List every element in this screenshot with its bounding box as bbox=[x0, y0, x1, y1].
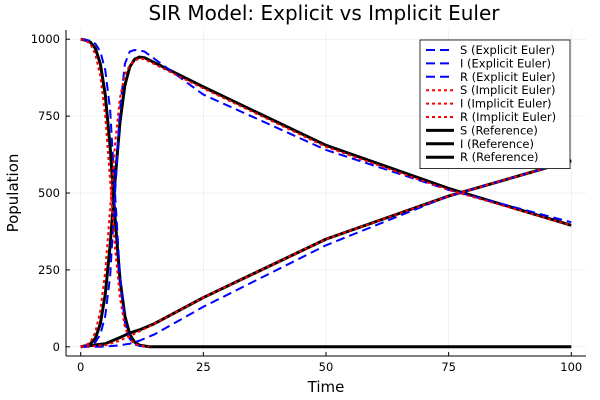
x-tick-label: 0 bbox=[77, 360, 84, 374]
y-tick-label: 750 bbox=[38, 109, 60, 123]
chart-title: SIR Model: Explicit vs Implicit Euler bbox=[149, 1, 501, 25]
series-line-i-reference bbox=[80, 55, 572, 349]
series-line-s-explicit-euler bbox=[80, 38, 150, 348]
legend-label: S (Implicit Euler) bbox=[460, 83, 555, 97]
y-tick-label: 250 bbox=[38, 263, 60, 277]
x-tick-label: 75 bbox=[441, 360, 456, 374]
legend-label: I (Implicit Euler) bbox=[460, 97, 552, 111]
series-line-i-explicit-euler bbox=[80, 48, 572, 348]
y-tick-label: 500 bbox=[38, 186, 60, 200]
y-tick-label: 0 bbox=[53, 340, 60, 354]
legend-label: S (Reference) bbox=[460, 123, 538, 137]
series-line-r-explicit-euler bbox=[80, 159, 572, 348]
legend-label: R (Implicit Euler) bbox=[460, 110, 556, 124]
series-line-r-implicit-euler bbox=[80, 159, 572, 348]
x-axis-label: Time bbox=[307, 378, 345, 396]
y-tick-label: 1000 bbox=[31, 32, 60, 46]
series-layer bbox=[80, 37, 572, 349]
series-line-s-implicit-euler bbox=[80, 38, 150, 348]
legend-label: R (Reference) bbox=[460, 150, 539, 164]
x-tick-label: 50 bbox=[319, 360, 334, 374]
legend-label: R (Explicit Euler) bbox=[460, 70, 556, 84]
series-line-i-implicit-euler bbox=[80, 57, 572, 348]
legend: S (Explicit Euler)I (Explicit Euler)R (E… bbox=[419, 39, 571, 170]
x-tick-label: 25 bbox=[196, 360, 211, 374]
x-tick-label: 100 bbox=[560, 360, 582, 374]
legend-label: S (Explicit Euler) bbox=[460, 43, 555, 57]
legend-label: I (Explicit Euler) bbox=[460, 56, 551, 70]
y-axis-label: Population bbox=[4, 154, 22, 233]
series-line-r-reference bbox=[80, 159, 572, 349]
legend-label: I (Reference) bbox=[460, 137, 534, 151]
